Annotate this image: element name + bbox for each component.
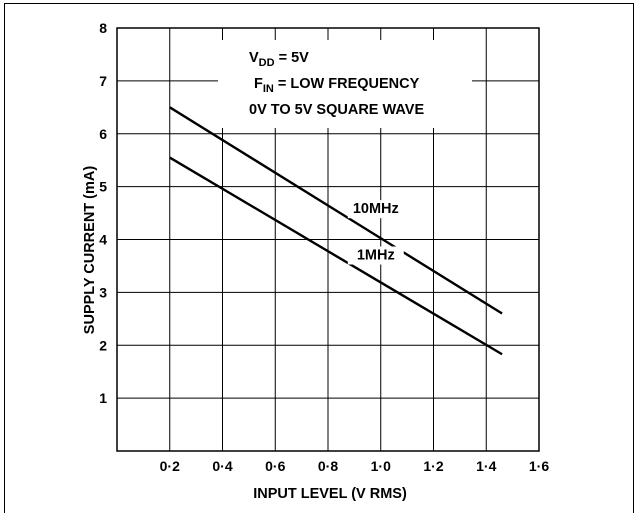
annotation-fin-rest: = LOW FREQUENCY: [274, 76, 420, 92]
series-line-10mhz: [169, 106, 503, 315]
x-tick-label: 0·4: [212, 458, 232, 474]
x-tick-label: 0·6: [265, 458, 285, 474]
x-tick-label: 0·8: [318, 458, 338, 474]
annotation-wave: 0V TO 5V SQUARE WAVE: [249, 102, 424, 118]
annotation-background: [218, 40, 472, 128]
chart-frame: [4, 3, 634, 513]
y-tick-label: 7: [99, 73, 107, 89]
annotation-vdd-rest: = 5V: [275, 50, 310, 66]
annotation-vdd-main: V: [249, 50, 259, 66]
y-tick-label: 2: [99, 337, 107, 353]
x-tick-label: 1·2: [423, 458, 443, 474]
x-tick-label: 1·0: [371, 458, 391, 474]
x-tick-label: 0·2: [160, 458, 180, 474]
y-tick-label: 5: [99, 179, 107, 195]
x-tick-label: 1·4: [476, 458, 496, 474]
annotation-fin: FIN = LOW FREQUENCY: [254, 76, 420, 95]
tick-labels: 0·2 0·4 0·6 0·8 1·0 1·2 1·4 1·6 1 2 3 4 5 6 7 8: [99, 20, 549, 474]
annotation-fin-sub: IN: [263, 83, 274, 95]
x-axis-title: INPUT LEVEL (V RMS): [253, 486, 407, 502]
series-label-1mhz: 1MHz: [357, 247, 395, 263]
y-tick-label: 6: [99, 126, 107, 142]
y-tick-label: 3: [99, 284, 107, 300]
x-tick-label: 1·6: [529, 458, 549, 474]
series-line-1mhz: [169, 156, 503, 356]
series-label-background: [347, 200, 404, 219]
series-group: 10MHz 1MHz: [169, 106, 503, 356]
y-tick-label: 1: [99, 390, 107, 406]
y-tick-label: 4: [99, 232, 107, 248]
y-tick-label: 8: [99, 20, 107, 36]
series-label-10mhz: 10MHz: [353, 201, 399, 217]
annotation-vdd-sub: DD: [259, 57, 275, 69]
annotation-vdd: VDD = 5V: [249, 50, 309, 69]
series-label-background: [347, 246, 404, 265]
y-axis-title: SUPPLY CURRENT (mA): [82, 166, 98, 335]
plot-area: [116, 27, 540, 452]
annotation-fin-main: F: [254, 76, 263, 92]
